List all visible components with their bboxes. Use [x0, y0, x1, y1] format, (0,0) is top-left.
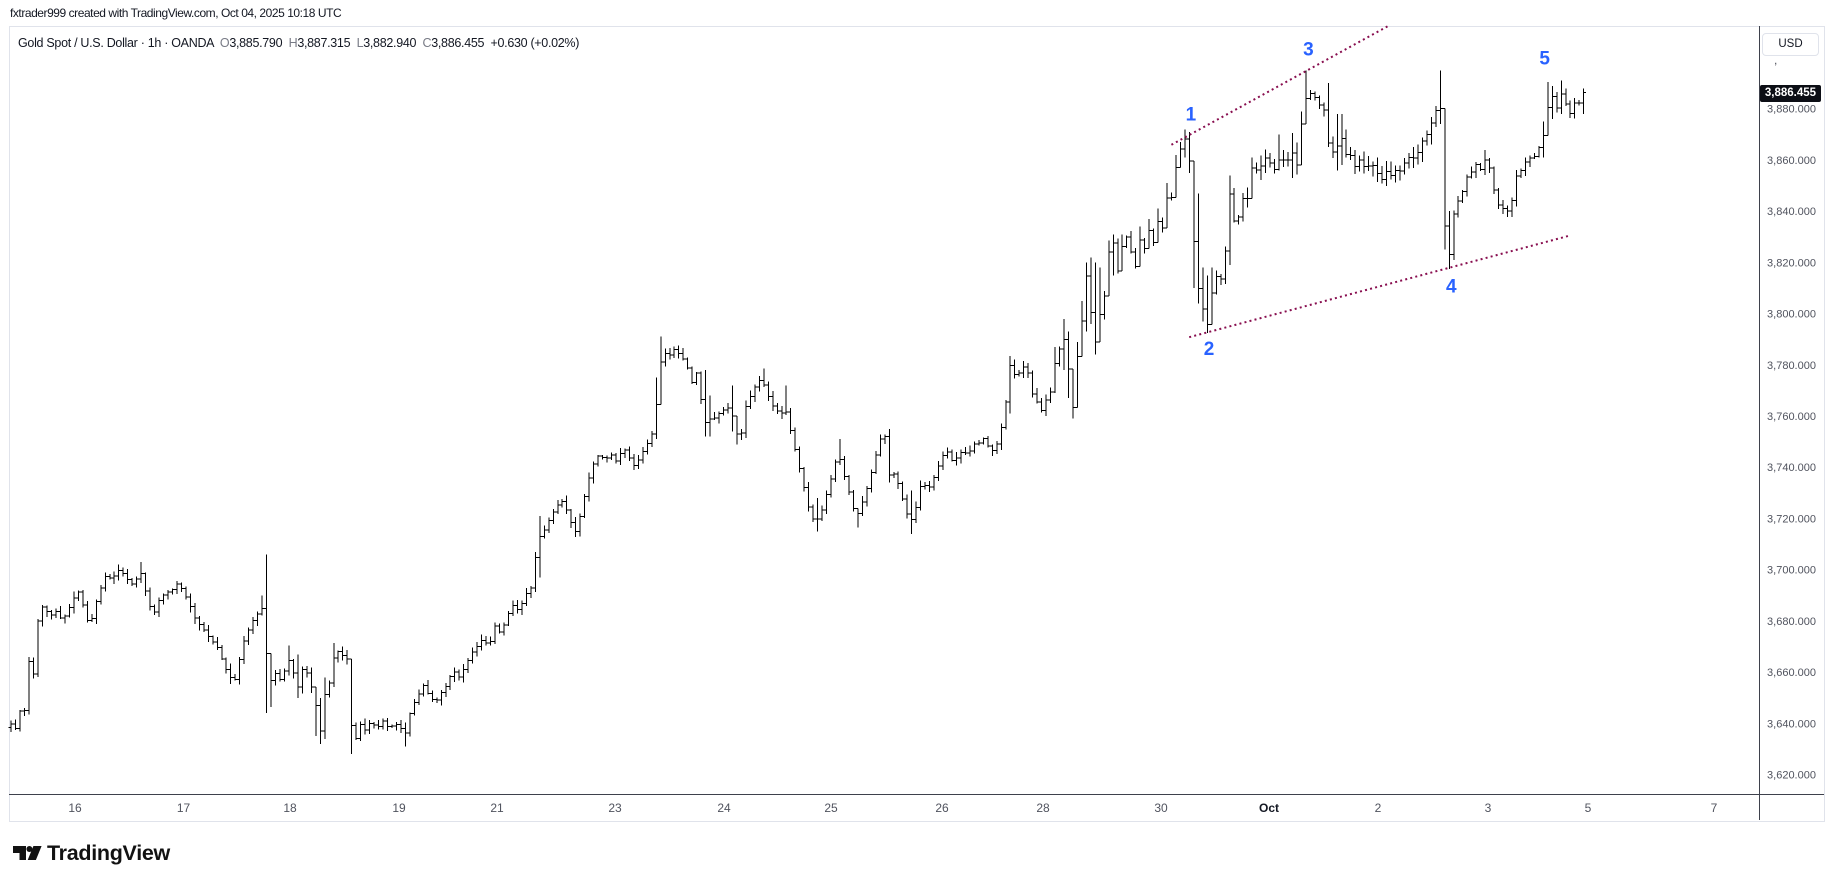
svg-text:21: 21: [490, 801, 504, 815]
svg-text:16: 16: [68, 801, 82, 815]
svg-text:,: ,: [1774, 53, 1777, 67]
svg-text:3,680.000: 3,680.000: [1767, 616, 1816, 628]
svg-text:3,700.000: 3,700.000: [1767, 565, 1816, 577]
svg-text:25: 25: [824, 801, 838, 815]
svg-text:7: 7: [1711, 801, 1718, 815]
svg-text:3,760.000: 3,760.000: [1767, 411, 1816, 423]
svg-text:3,720.000: 3,720.000: [1767, 514, 1816, 526]
svg-text:26: 26: [935, 801, 949, 815]
svg-text:24: 24: [717, 801, 731, 815]
svg-text:3,740.000: 3,740.000: [1767, 462, 1816, 474]
svg-text:3,800.000: 3,800.000: [1767, 309, 1816, 321]
svg-text:4: 4: [1446, 276, 1457, 297]
svg-text:2: 2: [1204, 339, 1215, 360]
svg-text:3,640.000: 3,640.000: [1767, 718, 1816, 730]
svg-text:3: 3: [1485, 801, 1492, 815]
svg-text:30: 30: [1154, 801, 1168, 815]
svg-text:1: 1: [1186, 105, 1197, 126]
svg-text:2: 2: [1375, 801, 1382, 815]
svg-text:3,860.000: 3,860.000: [1767, 155, 1816, 167]
svg-text:19: 19: [392, 801, 406, 815]
svg-text:3: 3: [1303, 40, 1314, 61]
svg-text:3,840.000: 3,840.000: [1767, 206, 1816, 218]
svg-text:17: 17: [177, 801, 191, 815]
svg-text:18: 18: [283, 801, 297, 815]
svg-text:5: 5: [1585, 801, 1592, 815]
svg-text:3,820.000: 3,820.000: [1767, 257, 1816, 269]
svg-text:5: 5: [1539, 49, 1550, 70]
svg-text:3,660.000: 3,660.000: [1767, 667, 1816, 679]
svg-text:28: 28: [1036, 801, 1050, 815]
svg-text:3,880.000: 3,880.000: [1767, 104, 1816, 116]
svg-text:Oct: Oct: [1259, 801, 1279, 815]
svg-text:3,780.000: 3,780.000: [1767, 360, 1816, 372]
svg-text:3,620.000: 3,620.000: [1767, 770, 1816, 782]
svg-text:23: 23: [608, 801, 622, 815]
